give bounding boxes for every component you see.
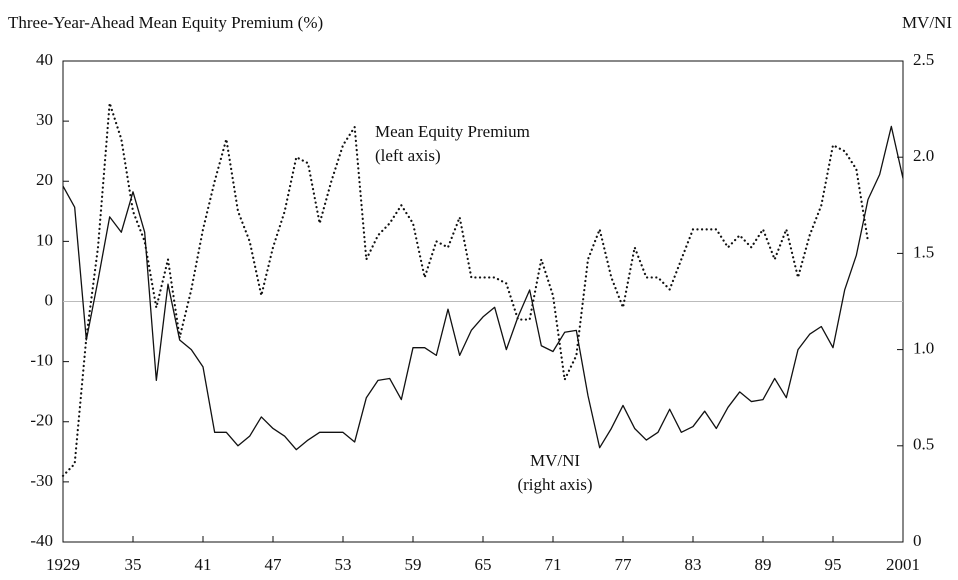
x-tick-label: 95 [825, 555, 842, 574]
y-tick-label: 40 [36, 50, 53, 69]
y-tick-label: -10 [30, 351, 53, 370]
y-tick-label: 0 [45, 290, 54, 309]
x-tick-label: 53 [335, 555, 352, 574]
y2-tick-label: 2.0 [913, 146, 934, 165]
series-line [62, 125, 904, 451]
y-tick-label: 10 [36, 230, 53, 249]
y-tick-label: -30 [30, 471, 53, 490]
x-tick-label: 77 [615, 555, 633, 574]
x-tick-label: 89 [755, 555, 772, 574]
y2-tick-label: 0.5 [913, 435, 934, 454]
y2-tick-label: 2.5 [913, 50, 934, 69]
x-tick-label: 47 [265, 555, 283, 574]
y2-tick-label: 1.0 [913, 339, 934, 358]
x-tick-label: 83 [685, 555, 702, 574]
x-tick-label: 71 [545, 555, 562, 574]
y-tick-label: 30 [36, 110, 53, 129]
x-tick-label: 59 [405, 555, 422, 574]
y2-tick-label: 1.5 [913, 242, 934, 261]
series-label: MV/NI [530, 451, 580, 470]
x-tick-label: 41 [195, 555, 212, 574]
y2-tick-label: 0 [913, 531, 922, 550]
y-axis-title: Three-Year-Ahead Mean Equity Premium (%) [8, 13, 323, 32]
series-note: (right axis) [517, 475, 592, 494]
series-label: Mean Equity Premium [375, 122, 530, 141]
x-tick-label: 65 [475, 555, 492, 574]
y2-axis-title: MV/NI [902, 13, 952, 32]
x-tick-label: 2001 [886, 555, 920, 574]
y-tick-label: 20 [36, 170, 53, 189]
y-tick-label: -20 [30, 411, 53, 430]
x-tick-label: 1929 [46, 555, 80, 574]
y-tick-label: -40 [30, 531, 53, 550]
series-line [61, 101, 870, 477]
series-note: (left axis) [375, 146, 441, 165]
x-tick-label: 35 [125, 555, 142, 574]
